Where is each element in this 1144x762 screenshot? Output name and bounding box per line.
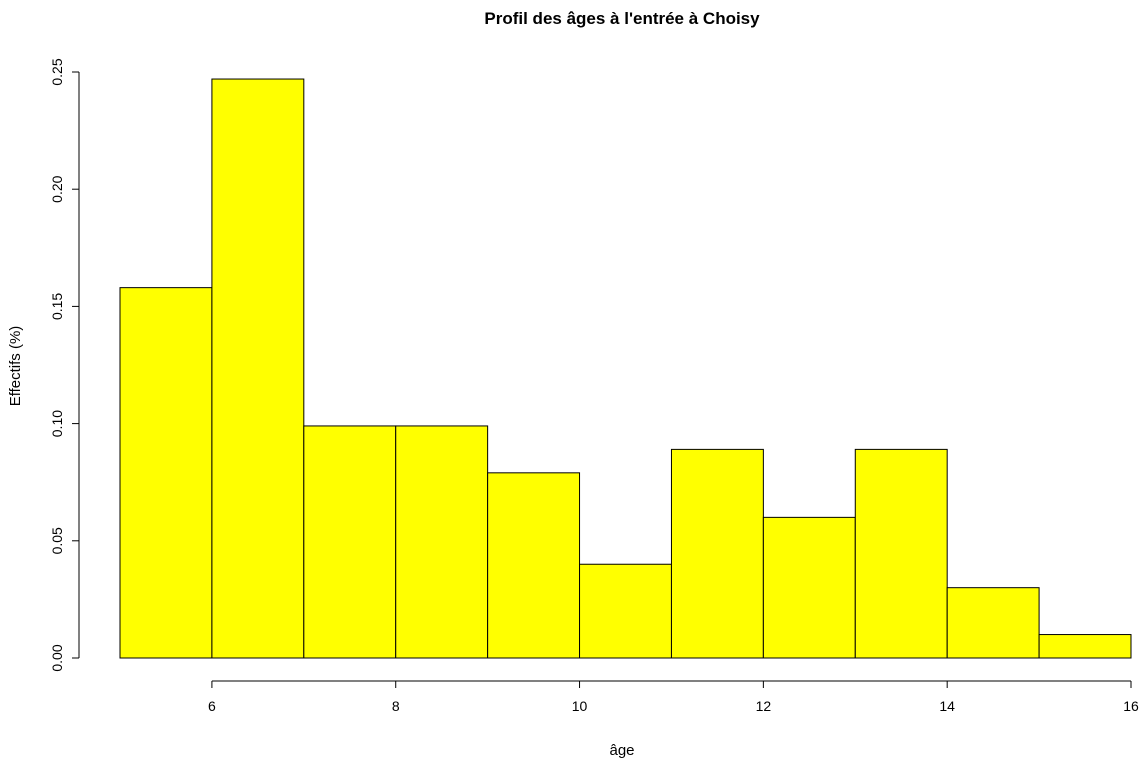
x-tick-label: 10 bbox=[572, 698, 588, 714]
y-tick-label: 0.20 bbox=[49, 175, 65, 202]
chart-title: Profil des âges à l'entrée à Choisy bbox=[484, 9, 760, 28]
x-axis: 6 8 10 12 14 16 bbox=[208, 680, 1139, 714]
y-tick-label: 0.25 bbox=[49, 58, 65, 85]
x-axis-label: âge bbox=[609, 742, 634, 759]
histogram-bar bbox=[487, 472, 581, 659]
bars-group bbox=[119, 78, 1132, 659]
histogram-bar bbox=[211, 78, 305, 659]
x-tick-label: 8 bbox=[392, 698, 400, 714]
histogram-bar bbox=[395, 425, 489, 659]
y-tick-label: 0.10 bbox=[49, 410, 65, 437]
y-axis: 0.00 0.05 0.10 0.15 0.20 0.25 bbox=[49, 58, 80, 672]
histogram-bar bbox=[303, 425, 397, 659]
y-axis-label: Effectifs (%) bbox=[7, 326, 24, 407]
y-tick-label: 0.15 bbox=[49, 293, 65, 320]
y-tick-label: 0.05 bbox=[49, 527, 65, 554]
histogram-bar bbox=[119, 287, 213, 659]
x-tick-label: 14 bbox=[939, 698, 955, 714]
histogram-bar bbox=[854, 448, 948, 659]
histogram-bar bbox=[762, 516, 856, 659]
histogram-bar bbox=[670, 448, 764, 659]
x-tick-label: 6 bbox=[208, 698, 216, 714]
x-tick-label: 16 bbox=[1123, 698, 1139, 714]
histogram-bar bbox=[579, 563, 672, 659]
y-tick-label: 0.00 bbox=[49, 644, 65, 671]
x-tick-label: 12 bbox=[756, 698, 772, 714]
histogram-bar bbox=[946, 587, 1040, 659]
histogram-bar bbox=[1038, 634, 1132, 659]
